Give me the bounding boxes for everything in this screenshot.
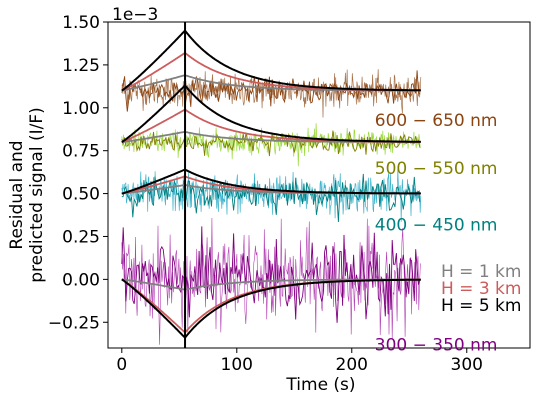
y-axis-title-line-2: predicted signal (I/F): [27, 107, 47, 283]
y-tick-label: 0.75: [62, 142, 100, 162]
series-group: [121, 29, 422, 345]
y-axis: −0.25 0.00 0.25 0.50 0.75 1.00 1.25 1.50: [48, 13, 108, 333]
y-tick-label: 0.00: [62, 270, 100, 290]
x-axis-title: Time (s): [285, 375, 355, 395]
x-tick-label: 300: [451, 355, 483, 375]
legend: H = 1 kmH = 3 kmH = 5 km: [441, 262, 521, 316]
band-label-500: 500 − 550 nm: [375, 159, 498, 179]
y-tick-label: 1.00: [62, 99, 100, 119]
x-tick-label: 200: [336, 355, 368, 375]
y-tick-label: 0.25: [62, 227, 100, 247]
y-multiplier: 1e−3: [112, 5, 158, 25]
band-label-300: 300 − 350 nm: [375, 336, 498, 356]
residual-400-light: [121, 168, 422, 222]
x-tick-label: 100: [221, 355, 253, 375]
y-tick-label: −0.25: [48, 313, 100, 333]
legend-entry-2: H = 5 km: [441, 296, 521, 316]
y-axis-title-line-1: Residual and: [7, 140, 27, 249]
y-tick-label: 1.25: [62, 56, 100, 76]
band-label-400: 400 − 450 nm: [375, 215, 498, 235]
y-tick-label: 0.50: [62, 185, 100, 205]
residual-300: [121, 226, 421, 323]
plot-frame: [107, 21, 531, 349]
band-labels: 600 − 650 nm 500 − 550 nm 400 − 450 nm 300 …: [375, 111, 498, 356]
y-axis-title: Residual and predicted signal (I/F): [7, 107, 47, 283]
y-tick-label: 1.50: [62, 13, 100, 33]
x-tick-label: 0: [116, 355, 127, 375]
model-500-2: [121, 84, 421, 143]
band-label-600: 600 − 650 nm: [375, 111, 498, 131]
x-axis: 0 100 200 300: [116, 348, 483, 375]
plot-area: [107, 21, 531, 349]
model-400-2: [121, 168, 421, 195]
model-300-2: [121, 278, 421, 340]
legend-entry-0: H = 1 km: [441, 262, 521, 282]
model-600-2: [121, 29, 421, 92]
legend-entry-1: H = 3 km: [441, 279, 521, 299]
